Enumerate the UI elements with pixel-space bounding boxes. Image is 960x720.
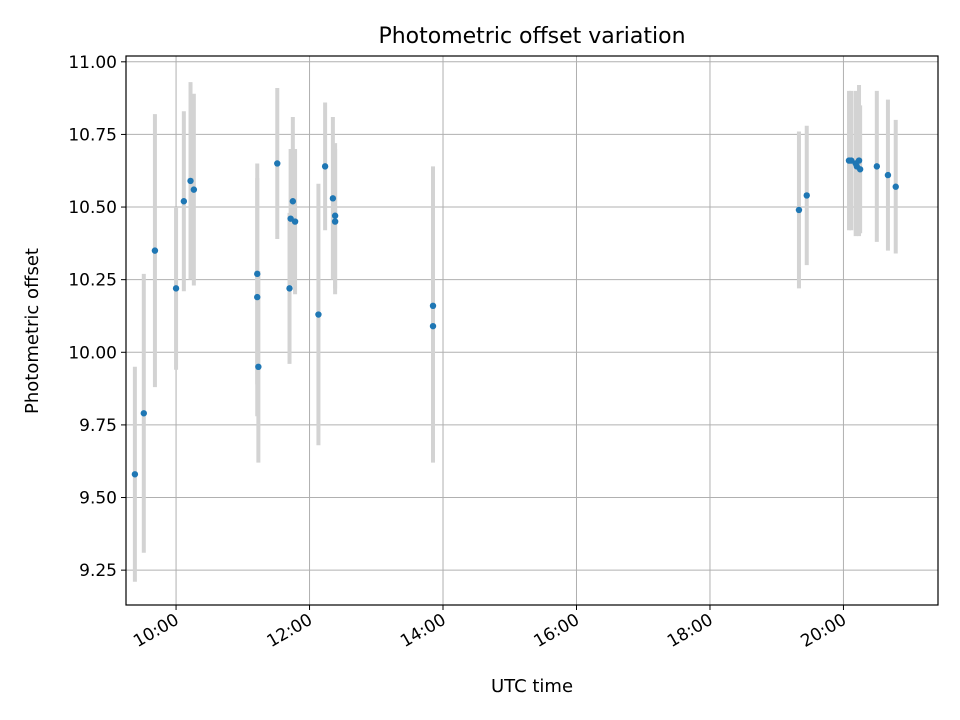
- data-point: [795, 206, 803, 214]
- data-point: [429, 302, 437, 310]
- data-point: [856, 166, 864, 173]
- data-point: [331, 212, 339, 219]
- data-point: [429, 322, 437, 330]
- data-point: [803, 192, 810, 199]
- y-axis-label: Photometric offset: [22, 248, 43, 414]
- data-point: [190, 186, 198, 193]
- y-tick-label: 10.75: [68, 125, 117, 145]
- data-point: [315, 311, 322, 318]
- data-point: [187, 177, 194, 185]
- data-point: [884, 171, 892, 179]
- data-point: [873, 163, 881, 170]
- x-tick-label: 18:00: [664, 610, 716, 652]
- data-point: [321, 163, 329, 170]
- y-tick-label: 10.25: [68, 271, 117, 291]
- data-point: [131, 471, 139, 478]
- x-tick-label: 10:00: [130, 610, 182, 652]
- data-points: [131, 157, 899, 478]
- data-point: [892, 183, 899, 190]
- plot-area-frame: [125, 55, 939, 606]
- grid: [126, 56, 938, 605]
- y-tick-label: 9.25: [79, 561, 117, 581]
- x-tick-label: 16:00: [531, 610, 583, 652]
- x-axis-label: UTC time: [491, 676, 573, 697]
- data-point: [151, 247, 159, 254]
- x-tick-label: 12:00: [264, 610, 316, 652]
- data-point: [140, 410, 147, 417]
- chart-title: Photometric offset variation: [378, 24, 685, 49]
- data-point: [172, 285, 180, 292]
- data-point: [289, 198, 297, 205]
- y-tick-label: 10.00: [68, 343, 117, 363]
- data-point: [254, 270, 261, 278]
- data-point: [331, 218, 339, 225]
- y-tick-label: 9.50: [79, 489, 117, 509]
- axis-ticks: [121, 61, 844, 610]
- data-point: [254, 293, 261, 301]
- data-point: [255, 363, 262, 371]
- data-point: [855, 157, 863, 164]
- data-point: [180, 198, 188, 205]
- x-tick-label: 20:00: [798, 610, 850, 652]
- data-point: [286, 285, 293, 292]
- data-point: [274, 160, 281, 167]
- data-point: [329, 195, 337, 202]
- error-bars: [132, 82, 898, 582]
- y-tick-label: 9.75: [79, 416, 117, 436]
- x-tick-label: 14:00: [397, 610, 449, 652]
- y-tick-label: 11.00: [68, 53, 117, 73]
- data-point: [291, 218, 299, 225]
- y-tick-label: 10.50: [68, 198, 117, 218]
